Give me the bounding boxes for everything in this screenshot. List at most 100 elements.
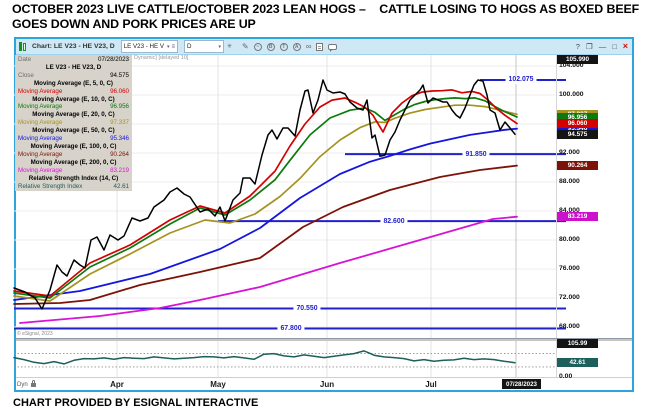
window-controls: ? ❐ — □ × [576,39,630,54]
esignal-copyright: © eSignal, 2023 [17,331,53,337]
help-button[interactable]: ? [575,42,580,51]
legend-header: Moving Average (E, 100, 0, C) [30,142,117,150]
y-axis-label: 88.000 [559,178,580,185]
legend-row: Date 07/28/2023 [15,56,132,63]
maximize-button[interactable]: □ [612,42,617,51]
trend-line-label[interactable]: 67.800 [277,324,305,333]
curve-tool-icon[interactable]: ~ [253,42,262,51]
gear-icon[interactable]: ✳ [227,44,233,50]
symbol-list-icon[interactable]: ≡ [171,43,175,50]
legend-header: Relative Strength Index (14, C) [28,174,119,182]
legend-label: Moving Average [18,119,63,127]
restore-button[interactable]: ❐ [585,42,593,51]
symbol-dropdown-value: LE V23 - HE V [123,43,164,50]
chart-window [14,37,634,392]
price-badge: 95.346 [557,124,598,134]
legend-row: Moving Average 95.346 [15,135,132,142]
legend-row: Moving Average 96.060 [15,88,132,95]
price-badge: 96.060 [557,119,598,129]
price-badge: 94.575 [557,129,598,139]
trend-line-label[interactable]: 102.075 [505,76,537,85]
note-icon[interactable] [316,42,324,51]
legend-value: 95.346 [110,135,129,143]
rsi-badge: 105.99 [557,338,598,348]
rsi-badge: 42.61 [557,358,598,368]
x-axis-month-label: Apr [110,380,124,389]
legend-label: Relative Strength Index [18,182,83,190]
interval-dropdown[interactable]: D ▾ [184,40,224,53]
pencil-icon[interactable]: ✎ [242,42,249,51]
legend-label: Moving Average [18,103,63,111]
trend-line-label[interactable]: 70.550 [293,305,321,313]
legend-row: Moving Average 97.337 [15,119,132,126]
page-title-line1: OCTOBER 2023 LIVE CATTLE/OCTOBER 2023 LE… [12,2,640,16]
legend-row: Moving Average 83.219 [15,167,132,174]
legend-row: Close 94.575 [15,72,132,79]
legend-row: Moving Average 96.956 [15,103,132,110]
legend-header: Moving Average (E, 10, 0, C) [32,95,115,103]
y-axis-label: 68.000 [559,323,580,330]
legend-header: Moving Average (E, 5, 0, C) [34,79,113,87]
bar-tool-icon[interactable]: B [266,42,275,51]
price-badge: 96.956 [557,112,598,122]
legend-header: Moving Average (E, 200, 0, C) [30,158,117,166]
legend-label: Moving Average [18,87,63,95]
footer-credit: CHART PROVIDED BY ESIGNAL INTERACTIVE [13,397,259,409]
trend-line-label[interactable]: 82.600 [380,217,408,226]
toolbar-icons: ✎ ~ B T A ∞ [242,42,338,52]
x-axis-month-label: May [210,380,226,389]
x-axis-month-label: Jul [425,380,437,389]
window-titlebar[interactable]: Chart: LE V23 - HE V23, D LE V23 - HE V … [16,39,632,55]
scale-mode-control[interactable]: Dyn [17,380,36,388]
legend-label: Date [18,56,32,63]
panel-divider[interactable] [16,338,632,341]
link-icon[interactable]: ∞ [305,42,312,51]
y-axis-label: 104.000 [559,62,584,69]
dyn-label: Dyn [17,382,28,388]
interval-dropdown-value: D [187,43,192,50]
legend-value: 94.575 [110,71,129,79]
legend-value: 97.337 [110,119,129,127]
y-axis-label: 92.000 [559,149,580,156]
y-axis-label: 72.000 [559,294,580,301]
legend-value: 90.264 [110,150,129,158]
legend-label: Moving Average [18,150,63,158]
lock-icon[interactable] [30,380,36,387]
legend-value: 83.219 [110,166,129,174]
legend-value: 42.61 [113,182,129,190]
page-title-line2: GOES DOWN AND PORK PRICES ARE UP [12,17,256,31]
y-axis-label: 84.000 [559,207,580,214]
legend-header: LE V23 - HE V23, D [45,63,102,71]
close-button[interactable]: × [622,41,628,51]
rsi-zero-label: 0.00 [559,373,573,380]
chevron-down-icon[interactable]: ▾ [218,43,221,50]
trend-line-label[interactable]: 91.850 [462,150,490,159]
y-axis-label: 100.000 [559,91,584,98]
last-date-badge: 07/28/2023 [502,379,541,389]
y-axis-divider [556,55,557,377]
legend-row: Moving Average 90.264 [15,151,132,158]
minimize-button[interactable]: — [598,42,607,51]
feed-status-note: Dynamic] [delayed 10] [134,55,189,61]
alert-tool-icon[interactable]: A [292,42,301,51]
chevron-down-icon[interactable]: ▾ [166,43,170,50]
x-axis-month-label: Jun [319,380,335,389]
chat-icon[interactable] [328,44,338,52]
legend-value: 96.060 [110,87,129,95]
legend-header: Moving Average (E, 20, 0, C) [32,111,115,119]
symbol-dropdown[interactable]: LE V23 - HE V ▾ ≡ [120,40,178,53]
price-badge: 105.990 [557,54,598,64]
legend-header: Moving Average (E, 50, 0, C) [32,127,115,135]
legend-label: Moving Average [18,166,63,174]
legend-panel: Date 07/28/2023 LE V23 - HE V23, D Close 94.… [15,55,132,191]
page-title: OCTOBER 2023 LIVE CATTLE/OCTOBER 2023 LE… [12,2,639,32]
window-title: Chart: LE V23 - HE V23, D [32,43,115,50]
time-tool-icon[interactable]: T [279,42,288,51]
legend-value: 07/28/2023 [98,56,129,63]
y-axis-label: 80.000 [559,236,580,243]
legend-label: Close [18,71,34,79]
legend-row: Relative Strength Index 42.61 [15,183,132,190]
y-axis-label: 76.000 [559,265,580,272]
x-axis-divider [16,377,632,378]
